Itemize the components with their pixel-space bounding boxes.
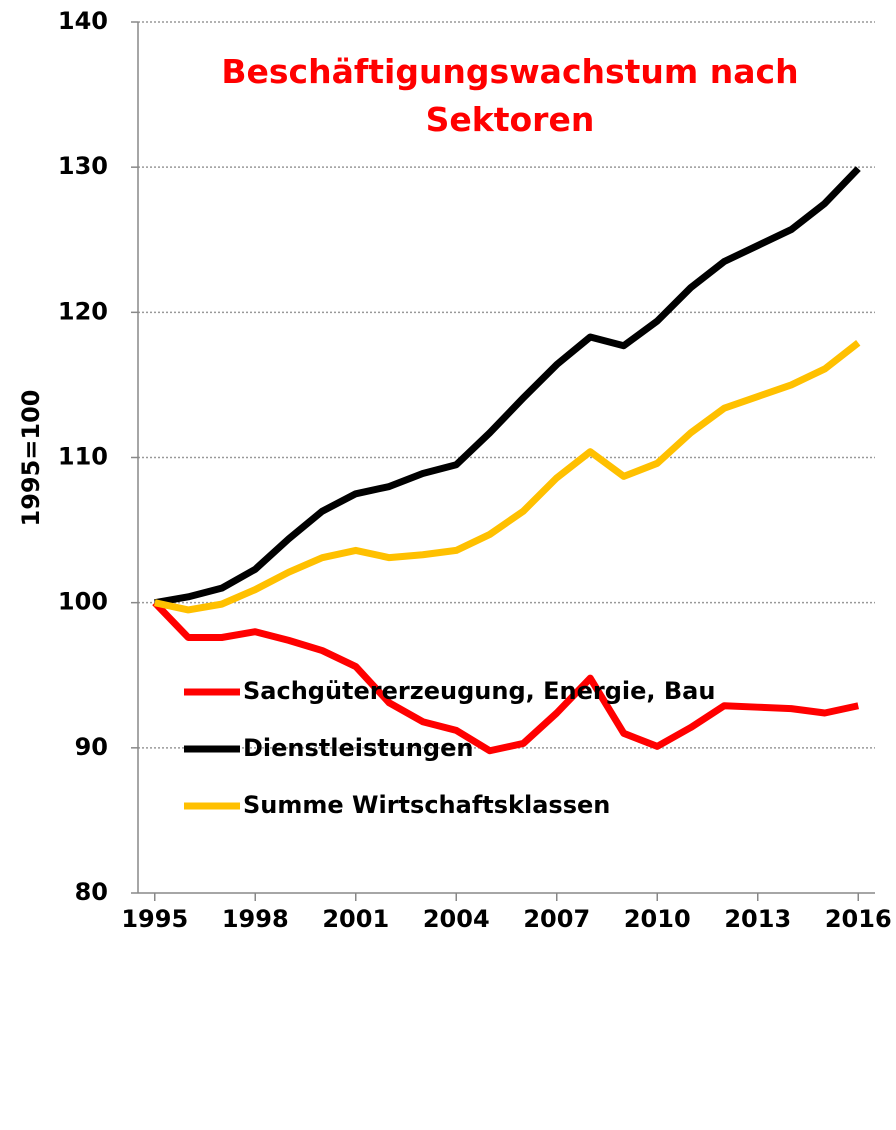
series-line (154, 340, 861, 614)
y-tick-label: 140 (58, 7, 108, 35)
chart-title: Beschäftigungswachstum nach Sektoren (221, 52, 799, 139)
x-tick-label: 2004 (423, 905, 490, 933)
series-line (154, 166, 861, 607)
y-tick-label: 120 (58, 297, 108, 325)
x-tick-label: 1995 (121, 905, 188, 933)
x-tick-label: 2001 (322, 905, 389, 933)
x-tick-label: 2007 (523, 905, 590, 933)
y-tick-label: 100 (58, 588, 108, 616)
legend-label: Sachgütererzeugung, Energie, Bau (243, 677, 715, 705)
series-line (152, 600, 859, 755)
x-tick-label: 2010 (624, 905, 691, 933)
y-tick-label: 80 (75, 878, 108, 906)
legend-label: Summe Wirtschaftsklassen (243, 791, 610, 819)
y-tick-label: 90 (75, 733, 108, 761)
legend-label: Dienstleistungen (243, 734, 473, 762)
y-tick-label: 130 (58, 152, 108, 180)
x-tick-label: 2016 (825, 905, 892, 933)
x-tick-label: 2013 (724, 905, 791, 933)
x-tick-label: 1998 (222, 905, 289, 933)
y-axis-label: 1995=100 (17, 389, 45, 526)
y-tick-label: 110 (58, 443, 108, 471)
